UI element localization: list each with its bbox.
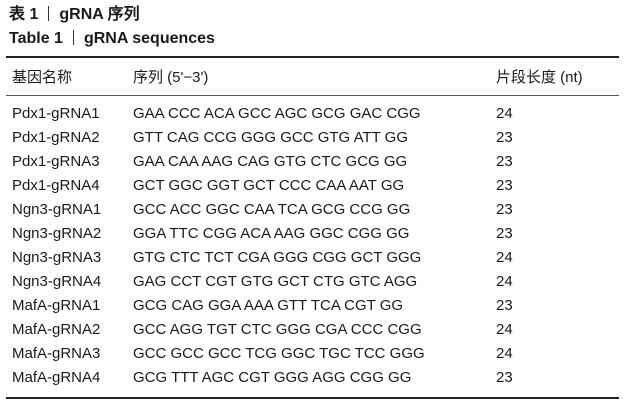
table-row: Pdx1-gRNA2 GTT CAG CCG GGG GCC GTG ATT G…: [6, 127, 619, 151]
table-top-rule: [6, 56, 619, 58]
table-row: Ngn3-gRNA2 GGA TTC CGG ACA AAG GGC CGG G…: [6, 223, 619, 247]
table-row: Ngn3-gRNA1 GCC ACC GGC CAA TCA GCG CCG G…: [6, 199, 619, 223]
table-row: Pdx1-gRNA3 GAA CAA AAG CAG GTG CTC GCG G…: [6, 151, 619, 175]
cell-sequence: GAA CCC ACA GCC AGC GCG GAC CGG: [133, 105, 421, 122]
cell-gene-name: Pdx1-gRNA4: [12, 177, 100, 194]
cell-length: 23: [496, 177, 513, 194]
caption-separator: [48, 6, 50, 21]
cell-length: 23: [496, 201, 513, 218]
caption-en: Table 1 gRNA sequences: [9, 27, 621, 51]
table-row: MafA-gRNA1 GCG CAG GGA AAA GTT TCA CGT G…: [6, 295, 619, 319]
caption-en-title: gRNA sequences: [83, 30, 215, 47]
table-header-rule: [6, 95, 619, 96]
header-sequence: 序列 (5'−3'): [133, 69, 209, 86]
cell-gene-name: MafA-gRNA2: [12, 321, 101, 338]
caption-zh: 表 1 gRNA 序列: [9, 3, 621, 27]
cell-sequence: GCC AGG TGT CTC GGG CGA CCC CGG: [133, 321, 422, 338]
table-bottom-rule: [6, 397, 619, 399]
cell-length: 23: [496, 129, 513, 146]
table-row: Pdx1-gRNA1 GAA CCC ACA GCC AGC GCG GAC C…: [6, 103, 619, 127]
cell-sequence: GAG CCT CGT GTG GCT CTG GTC AGG: [133, 273, 418, 290]
cell-gene-name: Ngn3-gRNA1: [12, 201, 102, 218]
table-body: Pdx1-gRNA1 GAA CCC ACA GCC AGC GCG GAC C…: [6, 96, 619, 397]
table-row: MafA-gRNA2 GCC AGG TGT CTC GGG CGA CCC C…: [6, 319, 619, 343]
cell-length: 24: [496, 105, 513, 122]
cell-gene-name: MafA-gRNA3: [12, 345, 101, 362]
cell-length: 24: [496, 249, 513, 266]
cell-length: 24: [496, 321, 513, 338]
table-row: Pdx1-gRNA4 GCT GGC GGT GCT CCC CAA AAT G…: [6, 175, 619, 199]
table-row: Ngn3-gRNA4 GAG CCT CGT GTG GCT CTG GTC A…: [6, 271, 619, 295]
header-gene-name: 基因名称: [12, 69, 73, 86]
cell-gene-name: MafA-gRNA4: [12, 369, 101, 386]
cell-sequence: GGA TTC CGG ACA AAG GGC CGG GG: [133, 225, 410, 242]
cell-gene-name: Ngn3-gRNA3: [12, 249, 102, 266]
table-row: MafA-gRNA4 GCG TTT AGC CGT GGG AGG CGG G…: [6, 367, 619, 391]
table-row: Ngn3-gRNA3 GTG CTC TCT CGA GGG CGG GCT G…: [6, 247, 619, 271]
cell-gene-name: Pdx1-gRNA1: [12, 105, 100, 122]
caption-zh-title: gRNA 序列: [59, 6, 140, 23]
cell-sequence: GCG TTT AGC CGT GGG AGG CGG GG: [133, 369, 412, 386]
cell-sequence: GTT CAG CCG GGG GCC GTG ATT GG: [133, 129, 409, 146]
cell-gene-name: Pdx1-gRNA3: [12, 153, 100, 170]
cell-length: 23: [496, 225, 513, 242]
cell-length: 23: [496, 369, 513, 386]
cell-sequence: GTG CTC TCT CGA GGG CGG GCT GGG: [133, 249, 422, 266]
cell-gene-name: Ngn3-gRNA2: [12, 225, 102, 242]
header-length: 片段长度 (nt): [496, 69, 583, 86]
grna-table: 基因名称 序列 (5'−3') 片段长度 (nt) Pdx1-gRNA1 GAA…: [6, 56, 619, 399]
table-header-row: 基因名称 序列 (5'−3') 片段长度 (nt): [6, 58, 619, 95]
cell-length: 23: [496, 297, 513, 314]
caption-en-label: Table 1: [9, 30, 63, 47]
cell-sequence: GCC ACC GGC CAA TCA GCG CCG GG: [133, 201, 411, 218]
cell-sequence: GCG CAG GGA AAA GTT TCA CGT GG: [133, 297, 404, 314]
cell-gene-name: Pdx1-gRNA2: [12, 129, 100, 146]
cell-sequence: GAA CAA AAG CAG GTG CTC GCG GG: [133, 153, 408, 170]
table-row: MafA-gRNA3 GCC GCC GCC TCG GGC TGC TCC G…: [6, 343, 619, 367]
cell-sequence: GCT GGC GGT GCT CCC CAA AAT GG: [133, 177, 405, 194]
cell-length: 24: [496, 345, 513, 362]
cell-gene-name: MafA-gRNA1: [12, 297, 101, 314]
cell-sequence: GCC GCC GCC TCG GGC TGC TCC GGG: [133, 345, 425, 362]
cell-gene-name: Ngn3-gRNA4: [12, 273, 102, 290]
cell-length: 23: [496, 153, 513, 170]
caption-separator: [72, 30, 74, 45]
caption-zh-label: 表 1: [9, 6, 39, 23]
cell-length: 24: [496, 273, 513, 290]
table-caption: 表 1 gRNA 序列 Table 1 gRNA sequences: [9, 3, 621, 51]
